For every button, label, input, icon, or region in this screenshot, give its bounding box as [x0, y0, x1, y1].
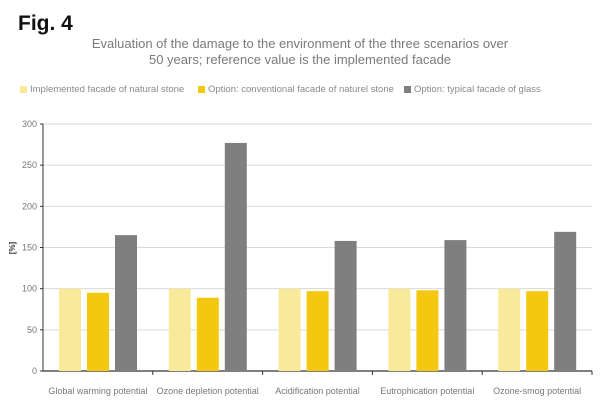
chart-title-line-2: 50 years; reference value is the impleme…	[148, 52, 452, 67]
y-axis-label: [%]	[8, 241, 17, 254]
legend-swatch	[198, 86, 205, 93]
legend-label: Implemented facade of natural stone	[30, 84, 185, 95]
bar	[278, 288, 301, 371]
bar	[224, 142, 247, 371]
bar	[59, 288, 81, 371]
bar	[334, 240, 357, 371]
y-tick-label: 50	[27, 325, 37, 335]
bar	[554, 231, 577, 371]
bar	[196, 297, 219, 371]
bar	[416, 290, 439, 371]
bar	[526, 291, 549, 371]
y-tick-label: 300	[22, 119, 37, 129]
bar	[115, 235, 137, 371]
chart-title: Evaluation of the damage to the environm…	[60, 36, 540, 68]
x-tick-label: Ozone depletion potential	[157, 386, 259, 396]
bar	[87, 292, 109, 371]
bar	[444, 240, 467, 371]
bar	[388, 288, 411, 371]
x-tick-label: Global warming potential	[48, 386, 147, 396]
x-tick-label: Eutrophication potential	[380, 386, 474, 396]
legend-item-implemented: Implemented facade of natural stone	[20, 84, 184, 95]
y-tick-label: 0	[32, 366, 37, 376]
y-tick-label: 150	[22, 243, 37, 253]
bar	[168, 288, 191, 371]
legend-swatch	[20, 86, 27, 93]
legend-label: Option: conventional facade of naturel s…	[208, 84, 394, 95]
bar	[306, 291, 329, 371]
legend-label: Option: typical facade of glass	[414, 84, 541, 95]
y-tick-label: 100	[22, 284, 37, 294]
x-tick-label: Acidification potential	[275, 386, 360, 396]
chart-title-line-1: Evaluation of the damage to the environm…	[91, 36, 509, 51]
legend-swatch	[404, 86, 411, 93]
legend-item-conventional: Option: conventional facade of naturel s…	[198, 84, 394, 95]
x-tick-label: Ozone-smog potential	[493, 386, 581, 396]
figure-label: Fig. 4	[18, 12, 73, 35]
y-tick-label: 200	[22, 201, 37, 211]
y-tick-label: 250	[22, 160, 37, 170]
bar	[498, 288, 521, 371]
legend-item-glass: Option: typical facade of glass	[404, 84, 541, 95]
